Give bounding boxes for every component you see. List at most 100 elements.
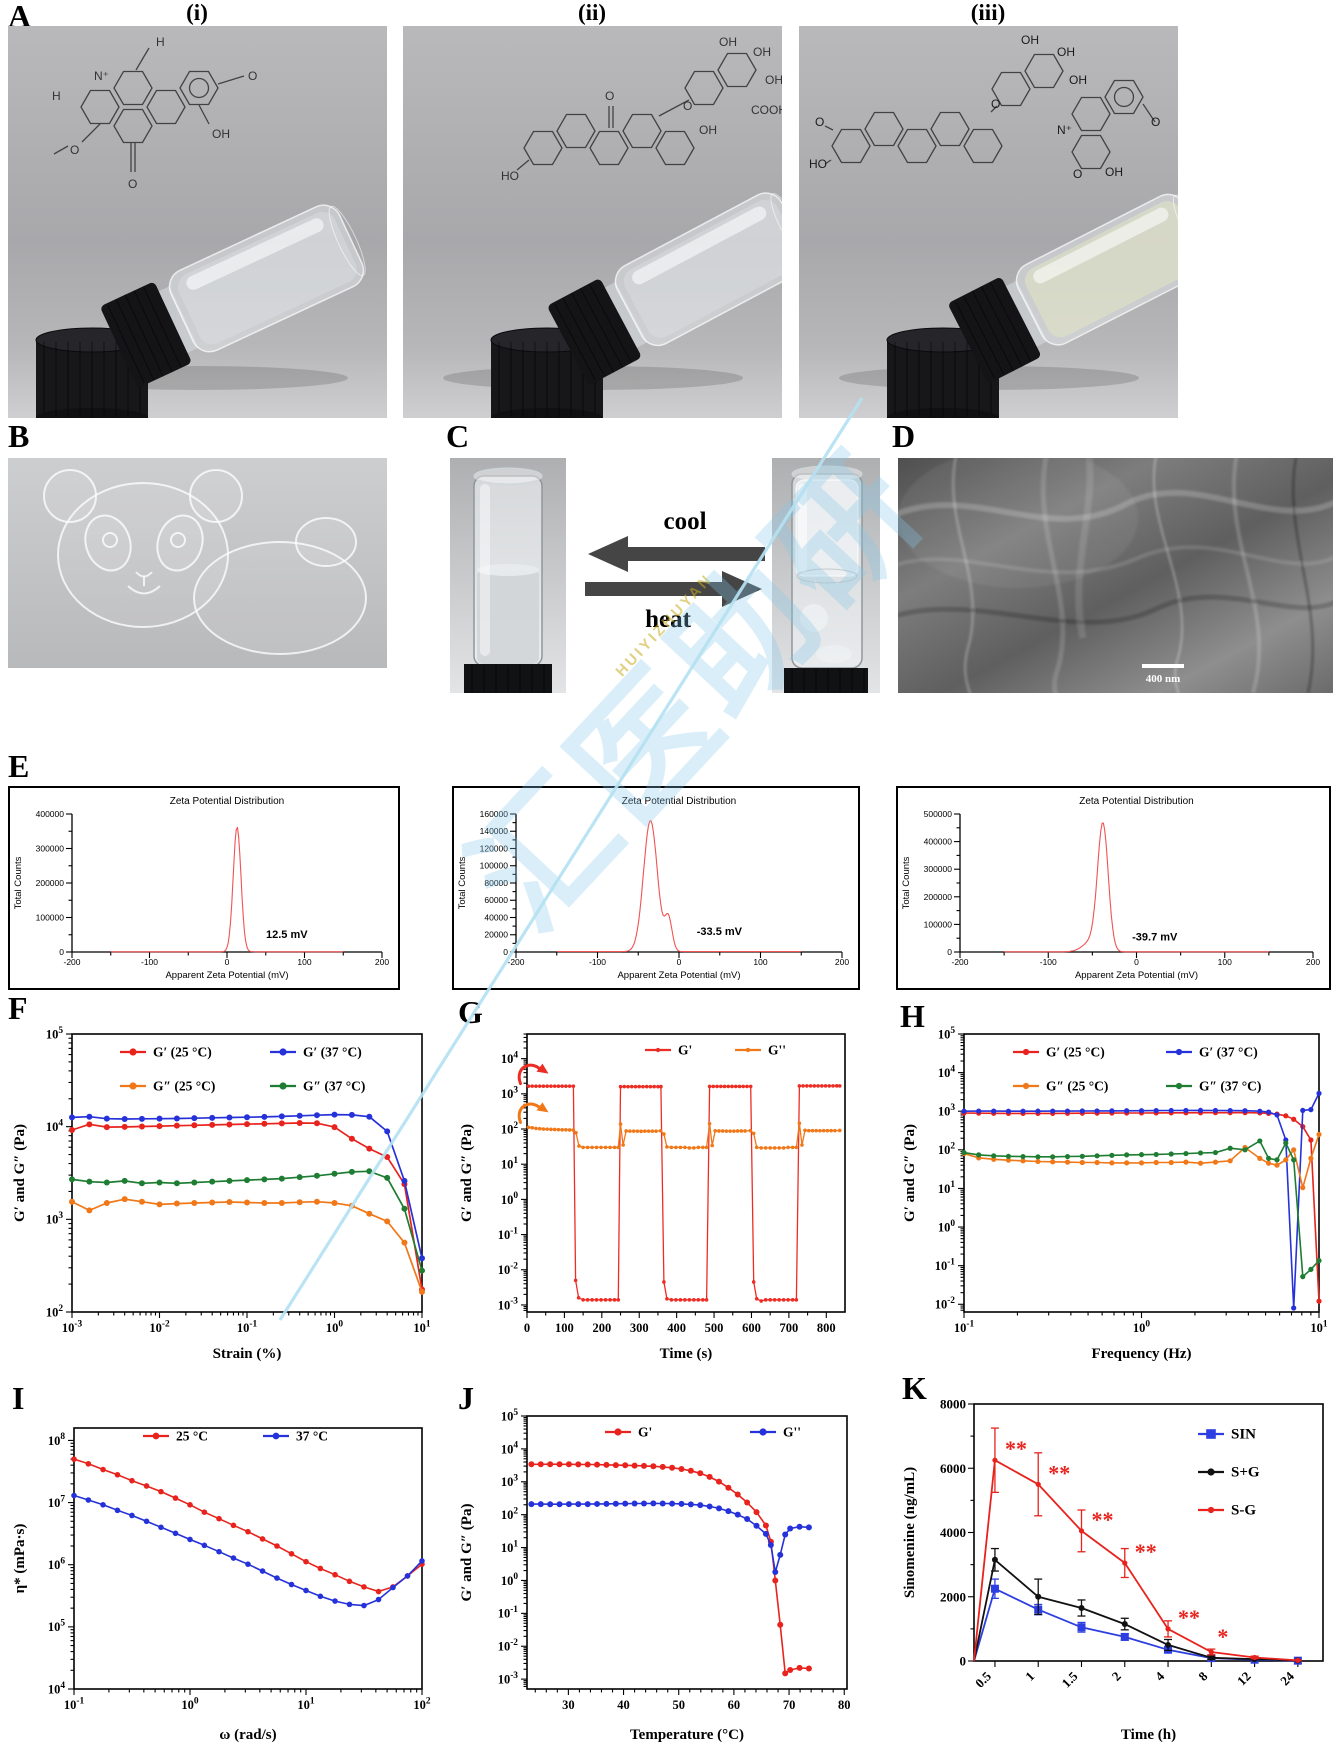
zeta-potential-chart-ii: -200 -100 0 100 200 0 20000 40000 60000 80000 1000… (452, 786, 860, 990)
svg-text:200: 200 (592, 1321, 611, 1335)
svg-text:60000: 60000 (484, 895, 508, 905)
svg-text:50: 50 (672, 1698, 685, 1712)
svg-text:10-3: 10-3 (498, 1297, 519, 1313)
svg-text:101: 101 (1310, 1319, 1328, 1335)
svg-text:0: 0 (59, 947, 64, 957)
chemical-structure-sinomenine: H N⁺ H O O OH O (52, 35, 257, 191)
atom-label: O (605, 89, 614, 103)
sub-label-ii: (ii) (577, 0, 607, 25)
panel-label-e: E (8, 748, 30, 784)
viscosity-chart: 10-1 100 101 102 104 105 106 107 108 ω (rad/s) η* … (8, 1386, 434, 1749)
svg-text:10-1: 10-1 (954, 1319, 975, 1335)
svg-text:800: 800 (817, 1321, 836, 1335)
svg-text:G′ and G″ (Pa): G′ and G″ (Pa) (12, 1124, 28, 1222)
atom-label: OH (719, 35, 737, 49)
svg-text:-200: -200 (951, 957, 968, 967)
svg-text:-39.7 mV: -39.7 mV (1132, 931, 1178, 943)
svg-text:103: 103 (501, 1474, 519, 1490)
svg-text:500000: 500000 (924, 809, 953, 819)
svg-text:Apparent Zeta Potential (mV): Apparent Zeta Potential (mV) (165, 970, 288, 981)
svg-text:G': G' (678, 1043, 692, 1058)
svg-text:30: 30 (562, 1698, 575, 1712)
svg-text:2000: 2000 (940, 1589, 966, 1604)
svg-text:Apparent Zeta Potential (mV): Apparent Zeta Potential (mV) (617, 970, 740, 981)
svg-text:102: 102 (501, 1121, 519, 1137)
svg-text:G′ (25 °C): G′ (25 °C) (153, 1045, 212, 1060)
left-arrow (588, 536, 765, 572)
svg-text:Sinomenine (ng/mL): Sinomenine (ng/mL) (902, 1467, 918, 1598)
svg-text:102: 102 (413, 1696, 431, 1712)
svg-text:100000: 100000 (36, 912, 65, 922)
svg-text:S+G: S+G (1231, 1465, 1260, 1481)
svg-text:G′ and G″ (Pa): G′ and G″ (Pa) (459, 1124, 475, 1222)
strain-sweep-chart: 10-3 10-2 10-1 100 101 102 103 104 105 Strain (%)… (8, 996, 434, 1368)
svg-text:Frequency (Hz): Frequency (Hz) (1091, 1346, 1191, 1362)
atom-label: OH (212, 127, 230, 141)
svg-text:103: 103 (501, 1086, 519, 1102)
sem-texture (898, 458, 1333, 693)
atom-label: OH (1105, 165, 1123, 179)
svg-text:80: 80 (838, 1698, 851, 1712)
svg-text:Total Counts: Total Counts (13, 856, 24, 909)
svg-text:600: 600 (742, 1321, 761, 1335)
svg-text:100: 100 (555, 1321, 574, 1335)
svg-text:**: ** (1048, 1460, 1070, 1485)
svg-text:-100: -100 (141, 957, 158, 967)
gel-chunk (800, 604, 828, 632)
svg-text:12: 12 (1234, 1669, 1254, 1689)
svg-text:Strain (%): Strain (%) (213, 1346, 282, 1362)
svg-text:Zeta Potential Distribution: Zeta Potential Distribution (170, 796, 285, 807)
svg-text:G'': G'' (768, 1043, 786, 1058)
svg-text:160000: 160000 (480, 809, 509, 819)
svg-text:10-2: 10-2 (935, 1296, 956, 1312)
svg-text:120000: 120000 (480, 843, 509, 853)
svg-text:20000: 20000 (484, 930, 508, 940)
svg-text:1: 1 (1022, 1669, 1037, 1684)
atom-label: OH (753, 45, 771, 59)
svg-text:**: ** (1091, 1507, 1113, 1532)
svg-text:100: 100 (938, 1219, 956, 1235)
svg-text:101: 101 (938, 1180, 956, 1196)
svg-text:104: 104 (938, 1064, 956, 1080)
svg-text:101: 101 (413, 1319, 431, 1335)
svg-text:G′ (37 °C): G′ (37 °C) (303, 1045, 362, 1060)
atom-label: O (128, 177, 137, 191)
svg-text:103: 103 (938, 1103, 956, 1119)
svg-text:-33.5 mV: -33.5 mV (697, 926, 743, 938)
svg-text:102: 102 (501, 1506, 519, 1522)
atom-label: HO (809, 157, 827, 171)
svg-text:300000: 300000 (924, 864, 953, 874)
svg-text:2: 2 (1109, 1669, 1124, 1684)
temperature-sweep-chart: 30 40 50 60 70 80 10-3 10-2 10-1 100 101 102 103 104 1… (455, 1386, 857, 1749)
svg-text:105: 105 (501, 1408, 519, 1424)
svg-text:0: 0 (960, 1654, 967, 1669)
svg-text:10-2: 10-2 (149, 1319, 170, 1335)
svg-text:700: 700 (780, 1321, 799, 1335)
svg-text:4000: 4000 (940, 1525, 966, 1540)
sub-label-i: (i) (186, 0, 208, 25)
svg-text:108: 108 (48, 1432, 66, 1448)
svg-text:Temperature (°C): Temperature (°C) (630, 1727, 744, 1743)
svg-text:G': G' (638, 1425, 652, 1440)
svg-text:Total Counts: Total Counts (901, 856, 912, 909)
svg-text:0.5: 0.5 (972, 1668, 994, 1690)
svg-text:0: 0 (947, 947, 952, 957)
svg-text:1.5: 1.5 (1059, 1668, 1081, 1690)
svg-text:0: 0 (1134, 957, 1139, 967)
atom-label: O (991, 97, 1000, 111)
svg-text:Time (h): Time (h) (1121, 1727, 1176, 1743)
sol-vial-photo (450, 458, 566, 693)
sol-gel-transition-arrows: cool heat (580, 505, 770, 633)
svg-text:SIN: SIN (1231, 1427, 1256, 1443)
svg-text:G″ (25 °C): G″ (25 °C) (153, 1079, 215, 1094)
atom-label: OH (1069, 73, 1087, 87)
svg-text:G'': G'' (783, 1425, 801, 1440)
atom-label: O (1151, 115, 1160, 129)
svg-text:6000: 6000 (940, 1461, 966, 1476)
svg-text:G″ (37 °C): G″ (37 °C) (1199, 1079, 1261, 1094)
svg-text:103: 103 (46, 1211, 64, 1227)
svg-text:105: 105 (48, 1619, 66, 1635)
svg-text:100: 100 (501, 1572, 519, 1588)
panel-label-b: B (8, 418, 30, 454)
